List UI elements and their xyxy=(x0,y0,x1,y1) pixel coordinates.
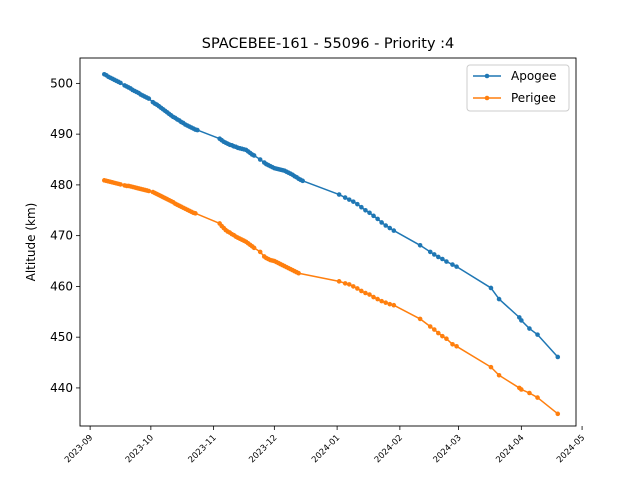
data-point xyxy=(488,285,494,291)
data-point xyxy=(195,127,200,133)
data-point xyxy=(296,270,301,276)
data-point xyxy=(346,282,352,287)
x-tick-label: 2024-01 xyxy=(310,433,342,465)
data-point xyxy=(342,281,348,286)
data-point xyxy=(336,192,342,197)
y-axis-label: Altitude (km) xyxy=(24,203,38,282)
data-point xyxy=(257,157,263,162)
data-point xyxy=(519,318,524,323)
legend-label: Perigee xyxy=(511,91,556,105)
data-point xyxy=(351,199,356,204)
data-point xyxy=(359,204,364,210)
data-point xyxy=(488,364,494,370)
data-point xyxy=(363,207,368,213)
x-tick-label: 2023-09 xyxy=(63,433,95,465)
legend-swatch-marker xyxy=(484,73,490,79)
y-tick-label: 490 xyxy=(50,127,73,141)
data-point xyxy=(444,336,449,342)
data-point xyxy=(535,395,540,400)
data-point xyxy=(371,294,376,300)
data-point xyxy=(391,228,397,233)
x-tick-label: 2023-10 xyxy=(124,433,156,465)
data-point xyxy=(417,243,423,248)
data-point xyxy=(118,182,123,187)
data-point xyxy=(417,316,423,322)
data-point xyxy=(527,390,532,396)
data-point xyxy=(251,245,257,251)
y-tick-label: 470 xyxy=(50,229,73,243)
data-point xyxy=(146,188,152,194)
y-tick-label: 480 xyxy=(50,178,73,192)
data-point xyxy=(375,296,380,302)
data-point xyxy=(379,298,384,304)
data-point xyxy=(387,301,393,307)
x-tick-label: 2024-05 xyxy=(555,433,587,465)
y-tick-label: 500 xyxy=(50,76,73,90)
legend-swatch-marker xyxy=(484,95,490,101)
data-point xyxy=(454,264,459,269)
y-tick-label: 460 xyxy=(50,279,73,293)
chart-title: SPACEBEE-161 - 55096 - Priority :4 xyxy=(202,36,455,52)
data-point xyxy=(342,195,348,200)
data-point xyxy=(193,211,198,216)
data-point xyxy=(555,354,561,360)
data-point xyxy=(351,284,356,289)
data-point xyxy=(431,252,437,257)
data-point xyxy=(527,326,532,331)
x-tick-label: 2024-02 xyxy=(373,433,405,465)
data-point xyxy=(427,324,433,329)
data-point xyxy=(146,96,152,101)
data-point xyxy=(257,249,263,255)
data-point xyxy=(251,153,257,158)
data-point xyxy=(496,372,502,378)
data-point xyxy=(359,288,364,294)
x-tick-label: 2024-03 xyxy=(432,433,464,465)
data-point xyxy=(440,256,445,262)
data-point xyxy=(118,80,123,86)
data-point xyxy=(440,333,445,339)
data-point xyxy=(336,279,342,284)
legend: Apogee Perigee xyxy=(466,64,570,112)
data-point xyxy=(431,327,437,332)
data-point xyxy=(375,216,380,222)
x-tick-label: 2023-11 xyxy=(187,433,219,465)
data-point xyxy=(355,286,360,291)
data-point xyxy=(391,302,397,308)
data-point xyxy=(444,259,449,264)
y-tick-label: 440 xyxy=(50,381,73,395)
data-point xyxy=(427,249,433,255)
data-point xyxy=(355,201,360,207)
x-tick-label: 2024-04 xyxy=(494,433,526,465)
x-axis: 2023-09 2023-10 2023-11 2023-12 2024-01 2024-… xyxy=(63,426,587,465)
data-point xyxy=(535,332,540,337)
data-point xyxy=(454,344,459,349)
data-point xyxy=(519,387,524,392)
data-point xyxy=(367,210,372,216)
y-axis: 440 450 460 470 480 490 500 xyxy=(50,76,80,395)
data-point xyxy=(300,178,305,184)
data-point xyxy=(555,411,561,417)
data-point xyxy=(496,296,502,302)
series-apogee xyxy=(101,71,561,360)
plot-frame xyxy=(79,57,577,427)
data-point xyxy=(379,220,384,225)
series-perigee xyxy=(101,178,561,417)
data-point xyxy=(383,300,389,305)
y-tick-label: 450 xyxy=(50,330,73,344)
x-tick-label: 2023-12 xyxy=(247,433,279,465)
data-point xyxy=(436,330,441,336)
data-point xyxy=(346,197,352,202)
series-layer xyxy=(101,71,561,417)
data-point xyxy=(383,223,389,228)
data-point xyxy=(450,341,455,347)
data-point xyxy=(450,262,455,267)
data-point xyxy=(387,225,393,231)
data-point xyxy=(363,290,368,296)
data-point xyxy=(367,292,372,297)
data-point xyxy=(371,213,376,219)
series-line-perigee xyxy=(104,179,559,415)
data-point xyxy=(436,254,441,260)
legend-label: Apogee xyxy=(511,69,557,83)
